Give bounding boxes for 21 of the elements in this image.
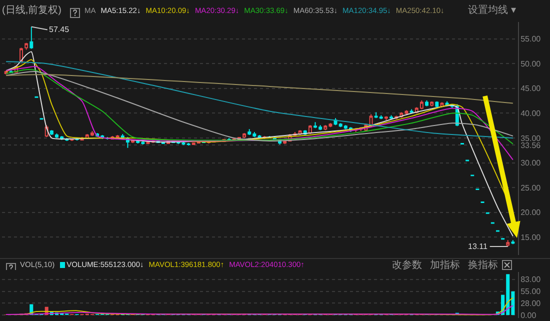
text: 改参数 xyxy=(392,258,422,272)
annotation: 57.45 xyxy=(49,25,70,34)
y-tick-label: 0.00 xyxy=(520,310,537,320)
y-tick-label: 30.00 xyxy=(520,158,542,168)
y-tick-label: 83.00 xyxy=(520,275,542,284)
text: 加指标 xyxy=(430,258,460,272)
annotation: 13.11 xyxy=(468,242,488,251)
y-tick-label: 25.00 xyxy=(520,183,542,192)
y-tick-label: 33.56 xyxy=(520,140,542,150)
text: 换指标 xyxy=(468,258,498,272)
y-tick-label: 45.00 xyxy=(520,84,542,94)
y-tick-label: 35.00 xyxy=(520,134,542,143)
text: 设置均线 ▾ xyxy=(468,4,516,17)
y-tick-label: 55.00 xyxy=(520,34,542,44)
y-tick-label: 15.00 xyxy=(520,232,542,242)
chart-subtitle: (日线,前复权) xyxy=(2,4,62,17)
y-tick-label: 40.00 xyxy=(520,109,542,118)
y-tick-label: 20.00 xyxy=(520,208,542,218)
y-tick-label: 55.00 xyxy=(520,287,542,296)
y-tick-label: 50.00 xyxy=(520,59,542,68)
y-tick-label: 28.00 xyxy=(520,298,542,308)
